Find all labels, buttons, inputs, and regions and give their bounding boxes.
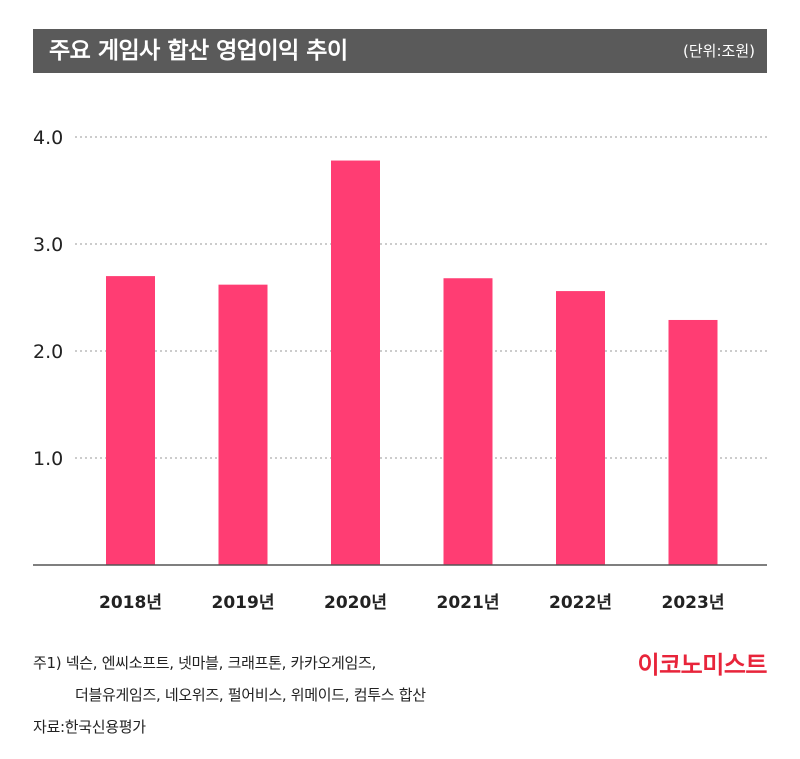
y-tick-label: 1.0 — [33, 448, 63, 470]
footnote-line-1: 주1) 넥슨, 엔씨소프트, 넷마블, 크래프톤, 카카오게임즈, — [33, 654, 376, 672]
chart-title: 주요 게임사 합산 영업이익 추이 — [49, 38, 348, 64]
source-note: 자료:한국신용평가 — [33, 718, 146, 736]
unit-label: (단위:조원) — [683, 42, 755, 60]
y-tick-label: 2.0 — [33, 341, 63, 363]
bar — [556, 291, 605, 565]
title-bar: 주요 게임사 합산 영업이익 추이 (단위:조원) — [33, 29, 767, 73]
x-tick-label: 2019년 — [212, 593, 275, 613]
bar — [443, 278, 493, 565]
bar — [218, 284, 268, 565]
brand-logo: 이코노미스트 — [637, 651, 768, 679]
footnote-line-2: 더블유게임즈, 네오위즈, 펄어비스, 위메이드, 컴투스 합산 — [75, 686, 426, 704]
bar — [106, 276, 155, 565]
x-tick-label: 2018년 — [99, 593, 162, 613]
y-tick-label: 3.0 — [33, 234, 63, 256]
x-tick-label: 2021년 — [437, 593, 500, 613]
bar — [331, 160, 380, 566]
bar — [668, 319, 718, 565]
bar-chart: 1.0 2.0 3.0 4.0 2018년 2019년 2020년 2021년 2022년 202… — [33, 127, 767, 613]
x-tick-label: 2020년 — [324, 593, 387, 613]
x-tick-label: 2023년 — [662, 593, 725, 613]
x-tick-label: 2022년 — [549, 593, 612, 613]
y-tick-label: 4.0 — [33, 127, 63, 149]
